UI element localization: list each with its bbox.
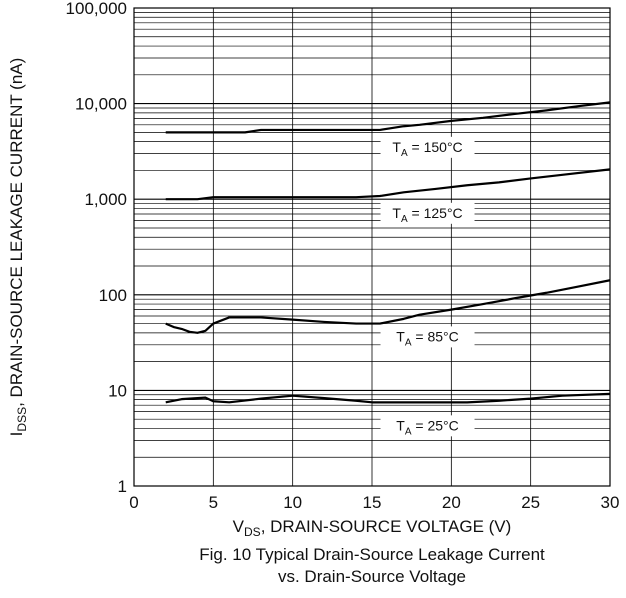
y-axis-title-rest: , DRAIN-SOURCE LEAKAGE CURRENT (nA) [7, 58, 26, 407]
series-label: TA = 125°C [392, 205, 462, 225]
series-group: TA = 125°C [165, 168, 611, 225]
series-group: TA = 25°C [165, 392, 611, 437]
y-tick-label: 10,000 [75, 95, 127, 114]
x-axis-title-sub: DS [244, 525, 261, 539]
x-tick-label: 5 [209, 493, 218, 512]
series-label-bg [380, 136, 475, 158]
y-axis-title-main: I [7, 432, 26, 437]
x-tick-label: 15 [363, 493, 382, 512]
x-tick-labels: 0 5 10 15 20 25 30 [129, 493, 619, 512]
x-tick-label: 30 [601, 493, 620, 512]
series-layer: TA = 150°C TA = 125°C TA = 85°C TA = 25°C [165, 101, 611, 437]
caption-line-2: vs. Drain-Source Voltage [278, 567, 466, 586]
x-tick-label: 0 [129, 493, 138, 512]
series-line [165, 168, 611, 201]
series-label-bg [380, 326, 475, 348]
x-tick-label: 25 [521, 493, 540, 512]
series-group: TA = 150°C [165, 101, 611, 159]
y-tick-labels: 1 10 100 1,000 10,000 100,000 [66, 0, 127, 496]
series-label: TA = 85°C [396, 328, 458, 348]
series-label-bg [380, 202, 475, 224]
x-axis-title: VDS, DRAIN-SOURCE VOLTAGE (V) [233, 517, 512, 539]
series-label-bg [380, 415, 475, 437]
series-line [165, 279, 611, 334]
y-tick-label: 100,000 [66, 0, 127, 18]
y-tick-label: 1 [118, 477, 127, 496]
x-tick-label: 20 [442, 493, 461, 512]
y-tick-label: 1,000 [84, 190, 127, 209]
y-axis-title-sub: DSS [15, 407, 29, 432]
y-axis-title: IDSS, DRAIN-SOURCE LEAKAGE CURRENT (nA) [7, 58, 29, 437]
x-axis-title-main: V [233, 517, 245, 536]
y-tick-label: 100 [99, 286, 127, 305]
y-tick-label: 10 [108, 381, 127, 400]
series-label: TA = 150°C [392, 139, 462, 159]
series-group: TA = 85°C [165, 279, 611, 348]
series-label: TA = 25°C [396, 417, 458, 437]
x-tick-label: 10 [283, 493, 302, 512]
series-line [165, 101, 611, 134]
series-line [165, 392, 611, 404]
x-axis-title-rest: , DRAIN-SOURCE VOLTAGE (V) [261, 517, 512, 536]
caption-line-1: Fig. 10 Typical Drain-Source Leakage Cur… [199, 545, 545, 564]
